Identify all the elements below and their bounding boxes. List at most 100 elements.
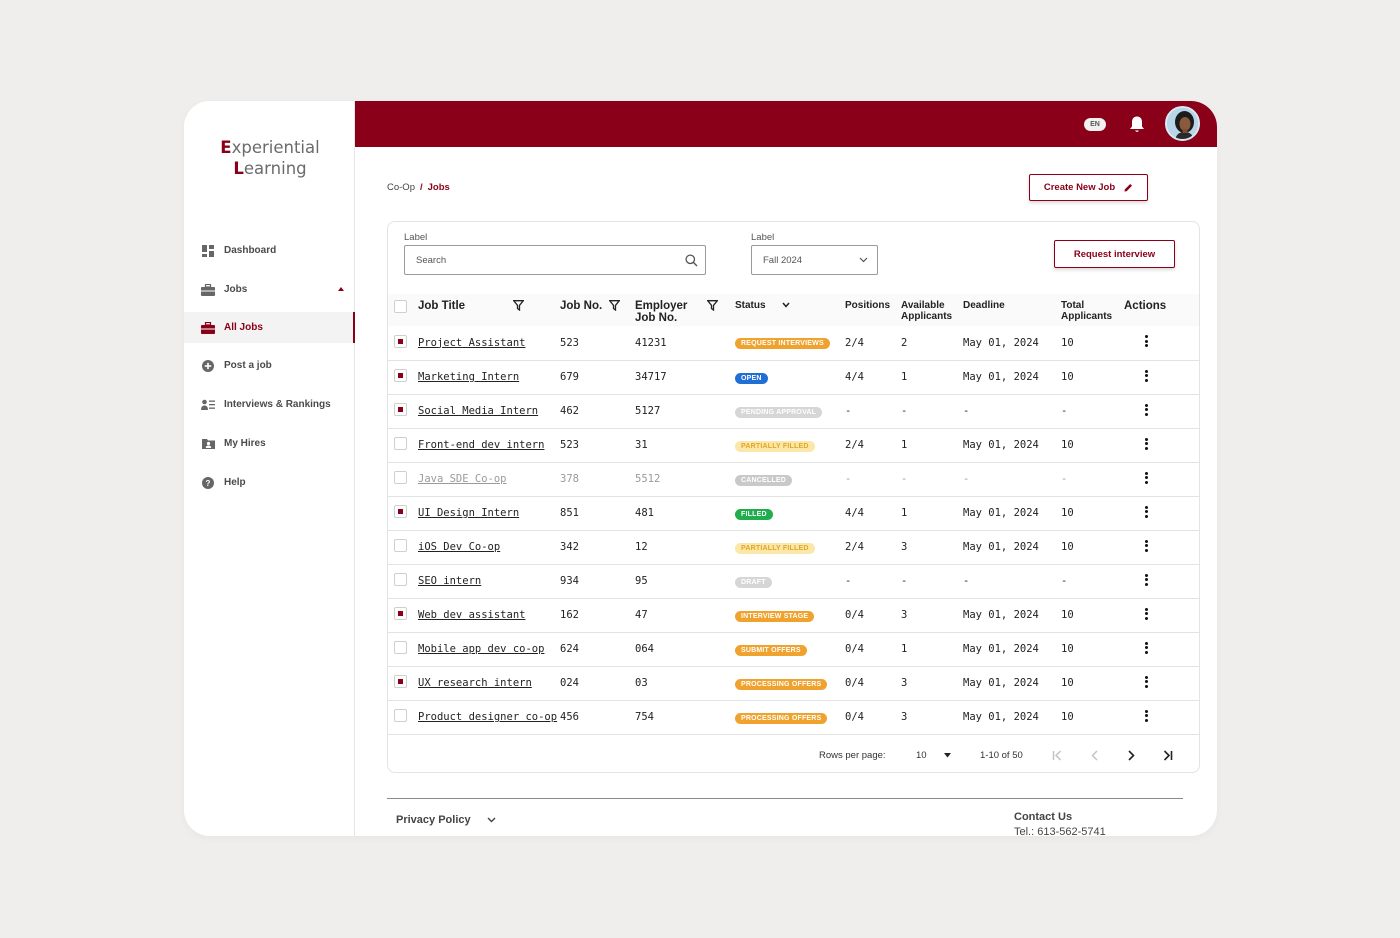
filter-icon[interactable] (707, 300, 718, 311)
create-new-job-button[interactable]: Create New Job (1029, 174, 1148, 201)
positions-cell: 0/4 (845, 598, 901, 633)
job-title-link[interactable]: Social Media Intern (418, 405, 539, 417)
row-checkbox[interactable] (394, 437, 407, 450)
row-checkbox[interactable] (394, 539, 407, 552)
header-job-title[interactable]: Job Title (418, 294, 560, 326)
positions-cell: 4/4 (845, 360, 901, 395)
sidebar-item-help[interactable]: ? Help (184, 467, 355, 498)
kebab-menu-icon[interactable] (1145, 470, 1148, 485)
table-row[interactable]: Java SDE Co-op 378 5512 CANCELLED - - - - (388, 462, 1199, 497)
kebab-menu-icon[interactable] (1145, 436, 1148, 451)
header-job-no[interactable]: Job No. (560, 294, 635, 326)
table-row[interactable]: Social Media Intern 462 5127 PENDING APPROV… (388, 394, 1199, 429)
chevron-down-icon[interactable] (782, 302, 790, 308)
available-applicants-cell: 2 (901, 326, 963, 361)
job-title-link[interactable]: Project Assistant (418, 336, 526, 349)
caret-up-icon[interactable] (338, 287, 344, 291)
plus-circle-icon (201, 359, 215, 373)
job-title-link[interactable]: Mobile app dev co-op (418, 643, 545, 655)
job-title-link[interactable]: Front-end dev intern (418, 439, 545, 451)
bell-icon[interactable] (1128, 115, 1146, 134)
row-checkbox[interactable] (394, 573, 407, 586)
first-page-icon[interactable] (1052, 750, 1062, 761)
language-toggle[interactable]: EN (1084, 118, 1106, 131)
kebab-menu-icon[interactable] (1145, 708, 1148, 723)
header-status[interactable]: Status (735, 294, 845, 326)
breadcrumb-parent[interactable]: Co-Op (387, 182, 415, 193)
positions-cell: 0/4 (845, 632, 901, 667)
term-select[interactable]: Fall 2024 (751, 245, 878, 275)
row-checkbox[interactable] (394, 403, 407, 416)
table-row[interactable]: SEO intern 934 95 DRAFT - - - - (388, 564, 1199, 599)
row-checkbox[interactable] (394, 641, 407, 654)
kebab-menu-icon[interactable] (1145, 538, 1148, 553)
prev-page-icon[interactable] (1091, 750, 1099, 761)
job-title-link[interactable]: SEO intern (418, 575, 482, 587)
sidebar-item-dashboard[interactable]: Dashboard (184, 235, 355, 266)
row-checkbox[interactable] (394, 607, 407, 620)
request-interview-button[interactable]: Request interview (1054, 240, 1175, 268)
select-all-checkbox[interactable] (394, 300, 407, 313)
folder-user-icon (201, 437, 215, 451)
table-row[interactable]: UX research intern 024 03 PROCESSING OFFERS… (388, 666, 1199, 701)
search-label: Label (404, 232, 428, 243)
header-label: Total (1061, 300, 1085, 311)
job-title-link[interactable]: iOS Dev Co-op (418, 541, 501, 553)
table-row[interactable]: Product designer co-op 456 754 PROCESSING O… (388, 700, 1199, 735)
sidebar-item-jobs[interactable]: Jobs (184, 274, 355, 305)
kebab-menu-icon[interactable] (1145, 368, 1148, 383)
table-row[interactable]: Mobile app dev co-op 624 064 SUBMIT OFFERS 0… (388, 632, 1199, 667)
table-row[interactable]: Front-end dev intern 523 31 PARTIALLY FILLE… (388, 428, 1199, 463)
positions-cell: - (845, 564, 901, 599)
status-cell: OPEN (735, 360, 845, 395)
header-employer-job-no[interactable]: Employer Job No. (635, 294, 735, 326)
sidebar-item-my-hires[interactable]: My Hires (184, 428, 355, 459)
table-row[interactable]: UI Design Intern 851 481 FILLED 4/4 1 May 01, … (388, 496, 1199, 531)
kebab-menu-icon[interactable] (1145, 572, 1148, 587)
kebab-menu-icon[interactable] (1145, 504, 1148, 519)
employer-job-no-cell: 41231 (635, 326, 735, 361)
deadline-cell: May 01, 2024 (963, 326, 1061, 361)
header-select-all (388, 294, 418, 326)
sidebar: Experiential Learning Dashboard Jobs All… (184, 101, 355, 836)
rows-per-page-select[interactable]: 10 (916, 750, 956, 761)
job-title-link[interactable]: Java SDE Co-op (418, 473, 507, 485)
row-checkbox[interactable] (394, 709, 407, 722)
job-title-link[interactable]: Marketing Intern (418, 371, 520, 383)
kebab-menu-icon[interactable] (1145, 402, 1148, 417)
avatar[interactable] (1165, 106, 1200, 141)
row-select-cell (388, 564, 418, 599)
table-row[interactable]: Web dev assistant 162 47 INTERVIEW STAGE 0/4… (388, 598, 1199, 633)
job-title-link[interactable]: UI Design Intern (418, 507, 520, 519)
row-checkbox[interactable] (394, 675, 407, 688)
row-checkbox[interactable] (394, 369, 407, 382)
job-no-cell: 462 (560, 394, 635, 429)
sidebar-item-all-jobs[interactable]: All Jobs (184, 312, 355, 343)
filter-icon[interactable] (513, 300, 524, 311)
status-cell: SUBMIT OFFERS (735, 632, 845, 667)
status-badge: FILLED (735, 508, 773, 520)
kebab-menu-icon[interactable] (1145, 334, 1148, 349)
filter-icon[interactable] (609, 300, 620, 311)
last-page-icon[interactable] (1163, 750, 1173, 761)
search-icon[interactable] (685, 254, 698, 267)
kebab-menu-icon[interactable] (1145, 640, 1148, 655)
search-input[interactable]: Search (404, 245, 706, 275)
table-row[interactable]: iOS Dev Co-op 342 12 PARTIALLY FILLED 2/4 3 Ma… (388, 530, 1199, 565)
breadcrumb-separator: / (419, 182, 423, 193)
actions-cell (1124, 428, 1199, 463)
privacy-policy-toggle[interactable]: Privacy Policy (396, 814, 496, 826)
next-page-icon[interactable] (1127, 750, 1135, 761)
row-checkbox[interactable] (394, 505, 407, 518)
row-checkbox[interactable] (394, 334, 407, 348)
table-row[interactable]: Marketing Intern 679 34717 OPEN 4/4 1 May 01, … (388, 360, 1199, 395)
sidebar-item-interviews-rankings[interactable]: Interviews & Rankings (184, 389, 355, 420)
kebab-menu-icon[interactable] (1145, 606, 1148, 621)
job-title-link[interactable]: Web dev assistant (418, 609, 526, 621)
row-checkbox[interactable] (394, 471, 407, 484)
kebab-menu-icon[interactable] (1145, 674, 1148, 689)
job-title-link[interactable]: Product designer co-op (418, 711, 558, 723)
sidebar-item-post-a-job[interactable]: Post a job (184, 350, 355, 381)
table-row[interactable]: Project Assistant 523 41231 REQUEST INTERVI… (388, 326, 1199, 361)
job-title-link[interactable]: UX research intern (418, 677, 532, 689)
